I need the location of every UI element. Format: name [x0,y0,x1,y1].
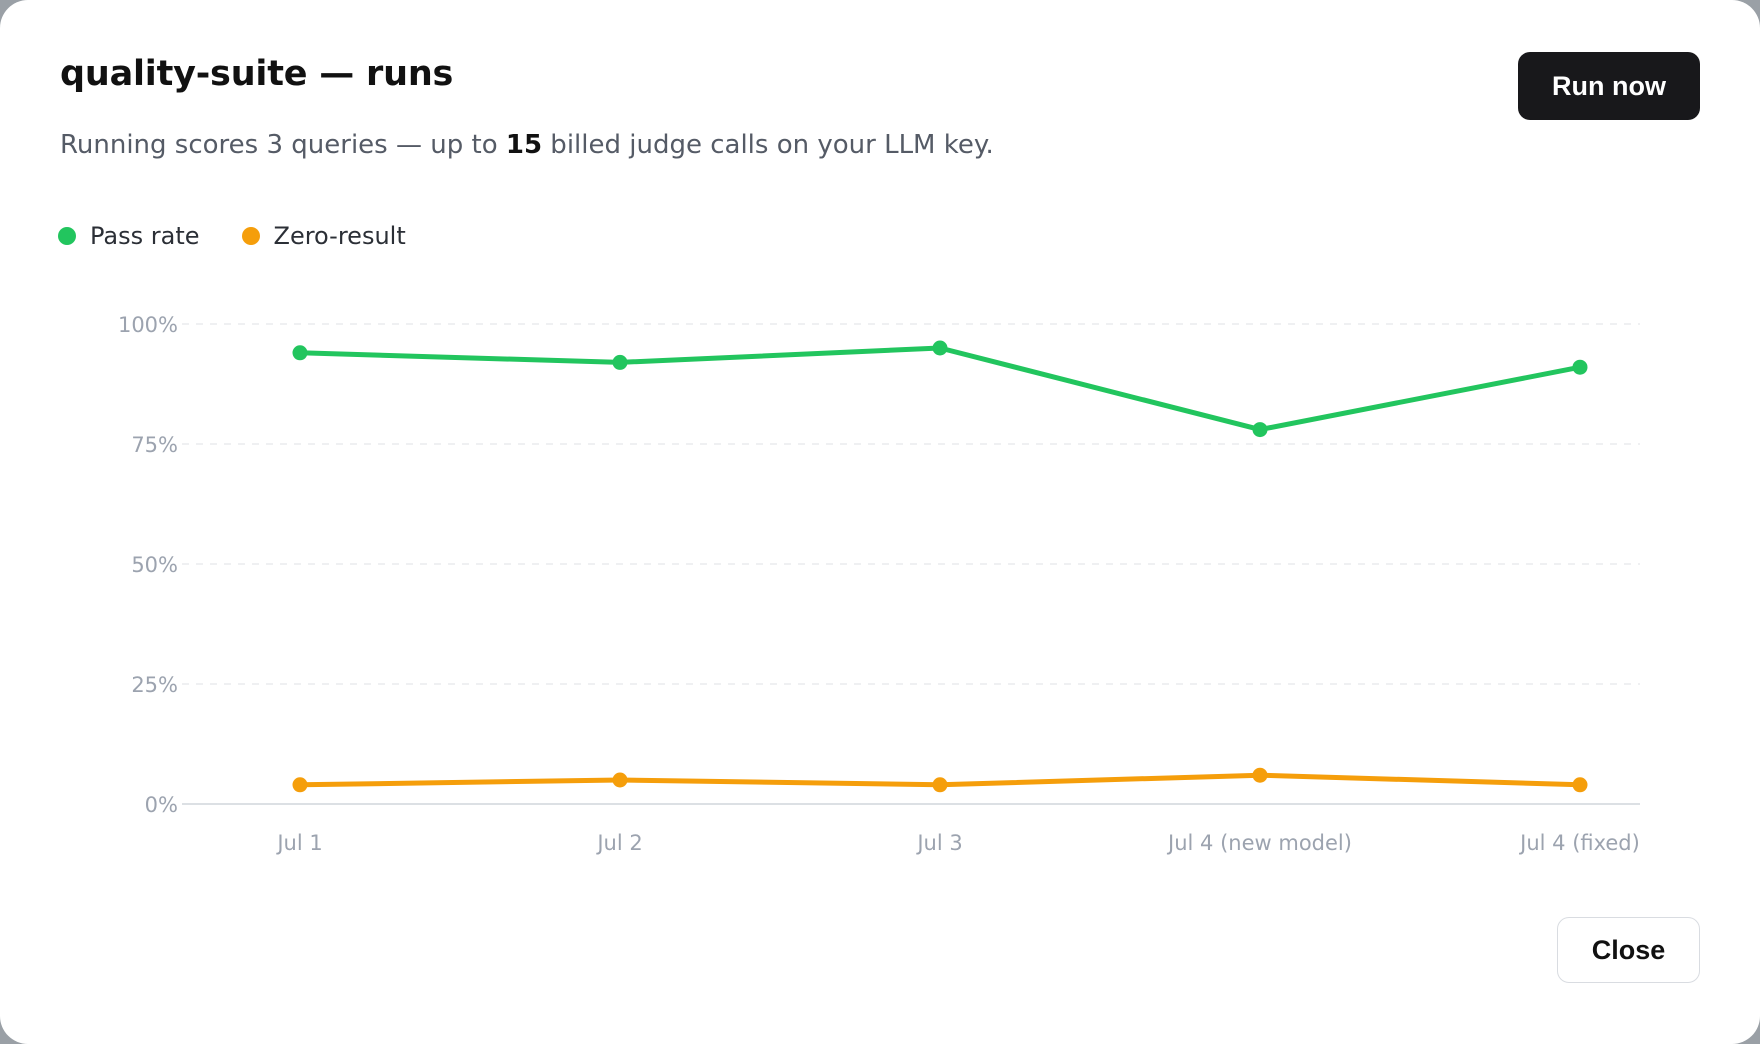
run-now-button[interactable]: Run now [1518,52,1700,120]
data-point-pass-rate [292,345,308,361]
legend-label-zero-result: Zero-result [273,222,406,250]
data-point-zero-result [1252,767,1268,783]
series-line-zero-result [297,772,1583,788]
data-point-zero-result [932,777,948,793]
subtitle-call-count: 15 [505,130,543,160]
x-tick-label: Jul 1 [275,831,322,855]
dialog-title: quality-suite — runs [60,54,454,94]
y-tick-label: 50% [131,553,178,577]
x-tick-label: Jul 4 (fixed) [1518,831,1640,855]
data-point-zero-result [1572,777,1588,793]
chart-legend: Pass rate Zero-result [58,222,406,250]
y-tick-label: 75% [131,433,178,457]
dialog-subtitle: Running scores 3 queries — up to 15 bill… [60,130,994,160]
data-point-pass-rate [1252,422,1268,438]
data-point-pass-rate [932,340,948,356]
x-tick-label: Jul 3 [915,831,962,855]
legend-label-pass-rate: Pass rate [90,222,200,250]
pass-rate-dot-icon [58,227,76,245]
series-line-pass-rate [297,345,1583,433]
data-point-zero-result [612,772,628,788]
close-button[interactable]: Close [1557,917,1700,983]
zero-result-dot-icon [241,227,260,245]
legend-item-pass-rate: Pass rate [58,222,200,250]
y-tick-label: 25% [131,673,178,697]
data-point-pass-rate [612,354,628,370]
subtitle-suffix: billed judge calls on your LLM key. [542,130,994,160]
subtitle-prefix: Running scores 3 queries — up to [60,130,506,160]
data-point-zero-result [292,777,308,793]
data-point-pass-rate [1572,359,1588,375]
y-tick-label: 100% [118,313,178,337]
x-tick-label: Jul 4 (new model) [1166,831,1352,855]
y-tick-label: 0% [145,793,178,817]
legend-item-zero-result: Zero-result [241,222,406,250]
x-tick-label: Jul 2 [595,831,642,855]
